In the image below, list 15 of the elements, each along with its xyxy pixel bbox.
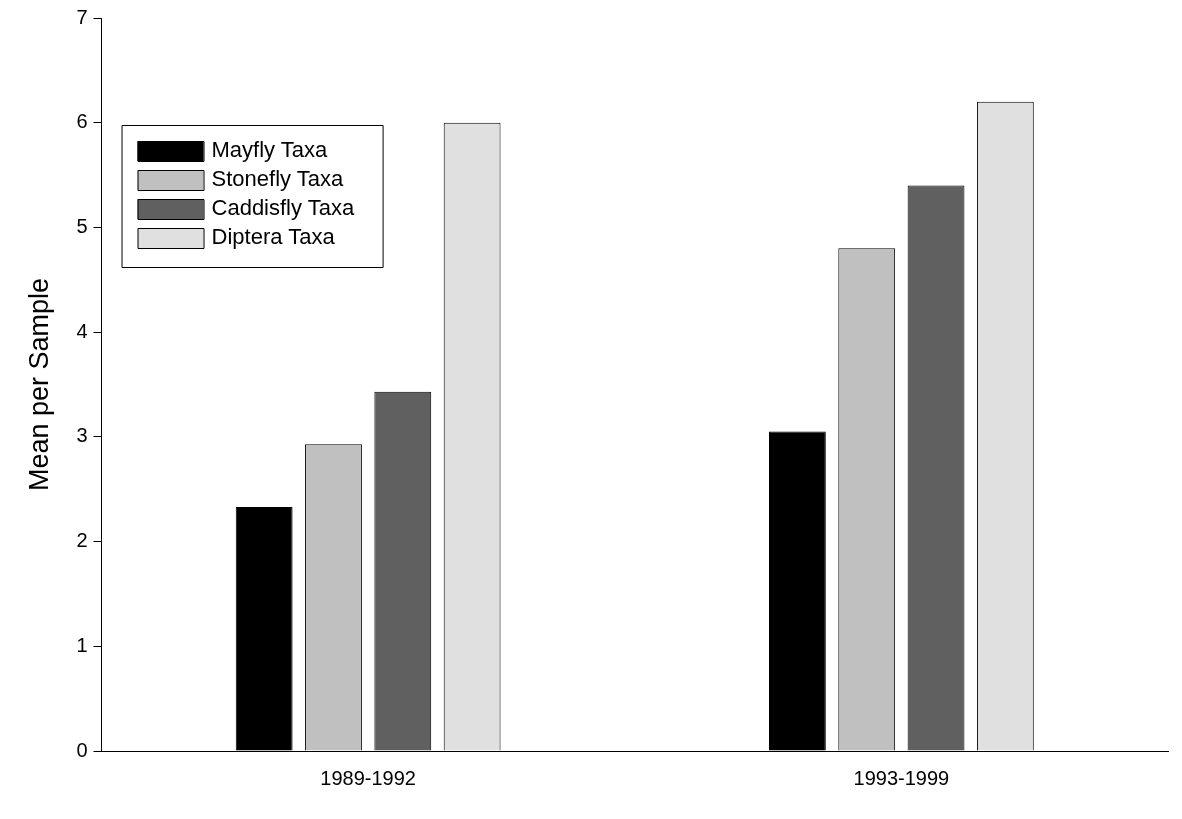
y-axis-title: Mean per Sample [23, 277, 54, 492]
y-tick-label: 1 [76, 633, 88, 656]
y-tick-label: 3 [76, 424, 88, 447]
legend-label: Caddisfly Taxa [211, 195, 355, 221]
y-tick-label: 5 [76, 214, 88, 237]
x-tick-label: 1993-1999 [853, 766, 950, 789]
y-tick-label: 2 [76, 529, 88, 552]
y-tick-label: 6 [76, 110, 88, 133]
y-tick-label: 0 [76, 738, 88, 761]
legend-label: Diptera Taxa [211, 224, 336, 250]
y-tick-label: 7 [76, 5, 88, 28]
x-tick-label: 1989-1992 [320, 766, 416, 789]
legend-label: Stonefly Taxa [211, 166, 344, 192]
legend-label: Mayfly Taxa [211, 137, 329, 163]
y-tick-label: 4 [76, 319, 88, 342]
